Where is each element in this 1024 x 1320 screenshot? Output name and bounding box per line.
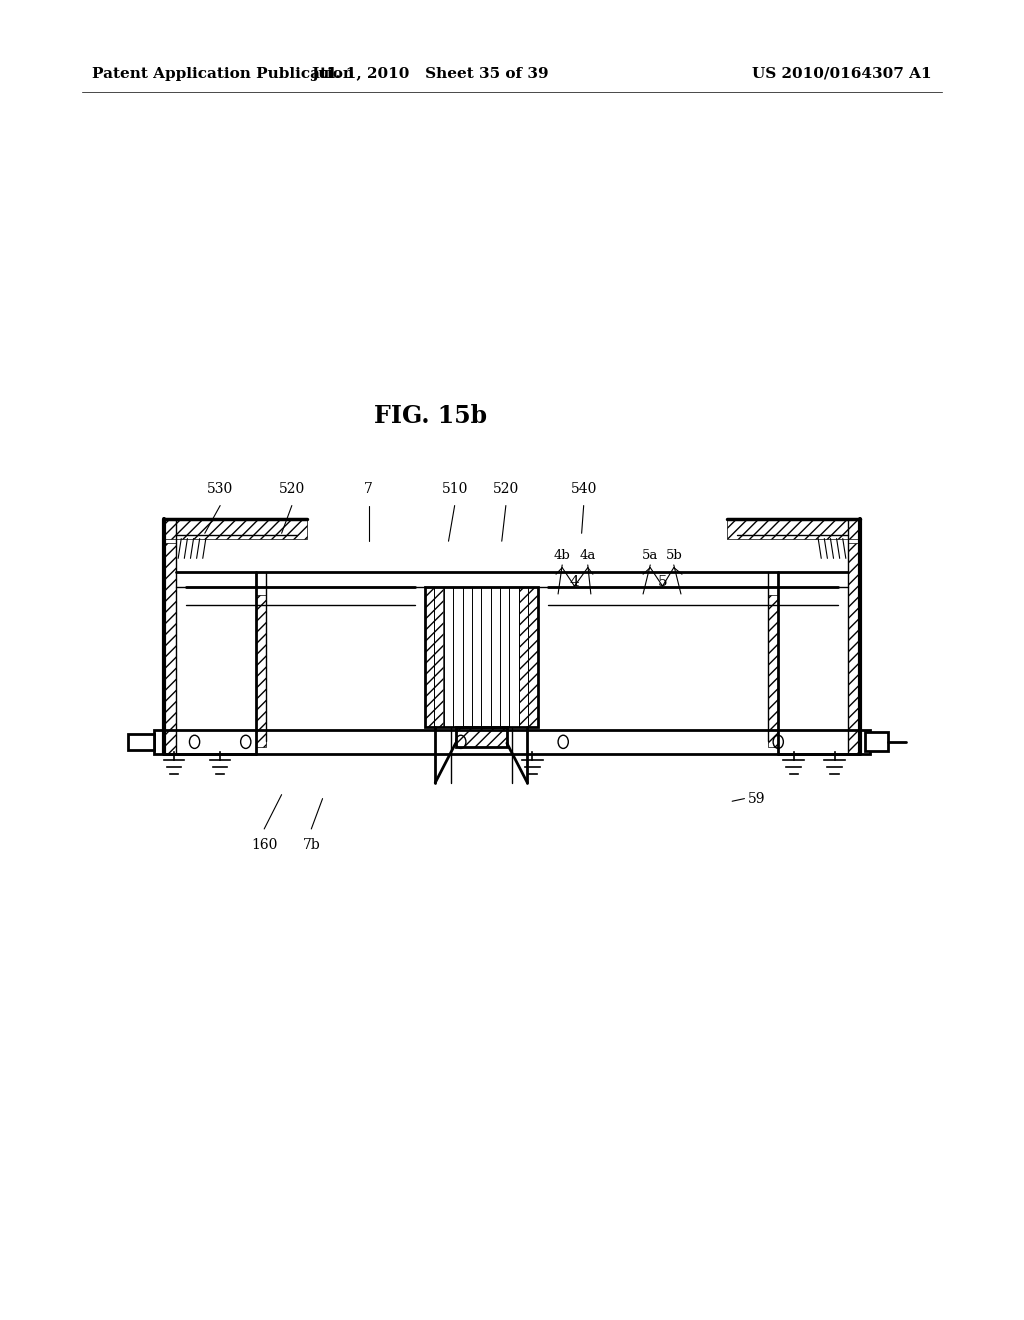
Bar [519, 587, 538, 727]
Text: 4a: 4a [580, 549, 596, 562]
Text: 5: 5 [657, 574, 668, 589]
Text: 520: 520 [493, 482, 519, 496]
Text: 520: 520 [279, 482, 305, 496]
Text: 160: 160 [251, 838, 278, 853]
Text: 530: 530 [207, 482, 233, 496]
Bar [154, 730, 870, 754]
Text: FIG. 15b: FIG. 15b [374, 404, 486, 428]
Bar [865, 733, 888, 751]
Bar [425, 587, 443, 727]
Bar [256, 595, 266, 747]
Text: Patent Application Publication: Patent Application Publication [92, 67, 354, 81]
Bar [164, 543, 176, 754]
Text: Jul. 1, 2010   Sheet 35 of 39: Jul. 1, 2010 Sheet 35 of 39 [311, 67, 549, 81]
Text: 510: 510 [441, 482, 468, 496]
Bar [848, 543, 860, 754]
Bar [128, 734, 154, 750]
Text: US 2010/0164307 A1: US 2010/0164307 A1 [753, 67, 932, 81]
Text: 5a: 5a [642, 549, 658, 562]
Bar [425, 587, 538, 727]
Text: 4b: 4b [554, 549, 570, 562]
Text: 59: 59 [748, 792, 765, 805]
Text: 5b: 5b [666, 549, 682, 562]
Bar [727, 519, 860, 539]
Text: 4: 4 [569, 574, 580, 589]
Text: 540: 540 [570, 482, 597, 496]
Bar [456, 727, 507, 747]
Text: 7b: 7b [302, 838, 321, 853]
Bar [768, 595, 778, 747]
Bar [164, 519, 307, 539]
Text: 7: 7 [365, 482, 373, 496]
Bar [456, 727, 507, 747]
